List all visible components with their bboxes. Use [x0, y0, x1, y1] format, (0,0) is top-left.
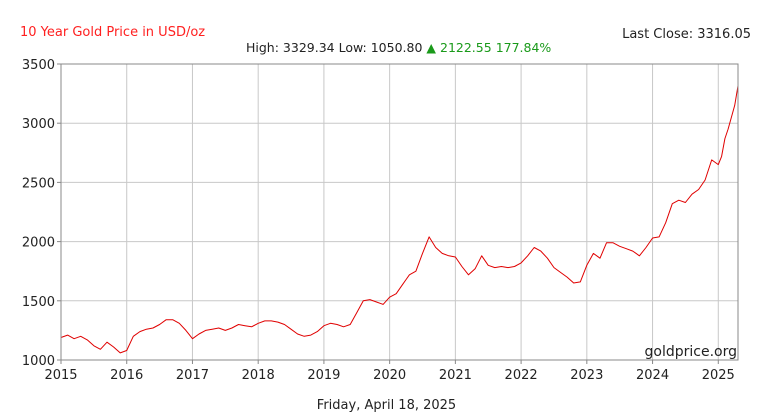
stat-low: Low: 1050.80 [338, 40, 423, 55]
x-tick-label: 2025 [702, 368, 735, 383]
chart-date: Friday, April 18, 2025 [316, 398, 457, 413]
stat-change-pct: 177.84% [495, 40, 552, 55]
plot-frame [60, 63, 739, 361]
x-axis-ticks: 2015 2016 2017 2018 2019 2020 2021 2022 2023 2024… [44, 368, 734, 383]
x-tick-label: 2021 [439, 368, 472, 383]
y-tick-label: 3500 [22, 58, 55, 73]
y-tick-label: 3000 [22, 117, 55, 132]
y-tick-label: 2000 [22, 236, 55, 251]
gold-price-series-line [60, 85, 739, 354]
x-tick-label: 2017 [176, 368, 209, 383]
last-close-label: Last Close: 3316.05 [622, 27, 751, 42]
stat-change: 2122.55 [440, 40, 492, 55]
x-tick-label: 2023 [570, 368, 603, 383]
y-axis-ticks: 1000 1500 2000 2500 3000 3500 [22, 58, 55, 369]
chart-title: 10 Year Gold Price in USD/oz [20, 25, 206, 40]
x-tick-label: 2018 [242, 368, 275, 383]
price-stats: High: 3329.34 Low: 1050.80 ▲ 2122.55 177… [246, 40, 551, 55]
x-tick-label: 2024 [636, 368, 669, 383]
x-tick-label: 2019 [307, 368, 340, 383]
y-tick-label: 1500 [22, 295, 55, 310]
x-tick-label: 2020 [373, 368, 406, 383]
x-tick-label: 2022 [505, 368, 538, 383]
chart-grid [57, 63, 738, 364]
y-tick-label: 2500 [22, 176, 55, 191]
up-arrow-icon: ▲ [426, 40, 437, 55]
x-tick-label: 2016 [110, 368, 143, 383]
source-watermark: goldprice.org [644, 344, 737, 360]
x-tick-label: 2015 [44, 368, 77, 383]
y-tick-label: 1000 [22, 354, 55, 369]
stat-high: High: 3329.34 [246, 40, 335, 55]
